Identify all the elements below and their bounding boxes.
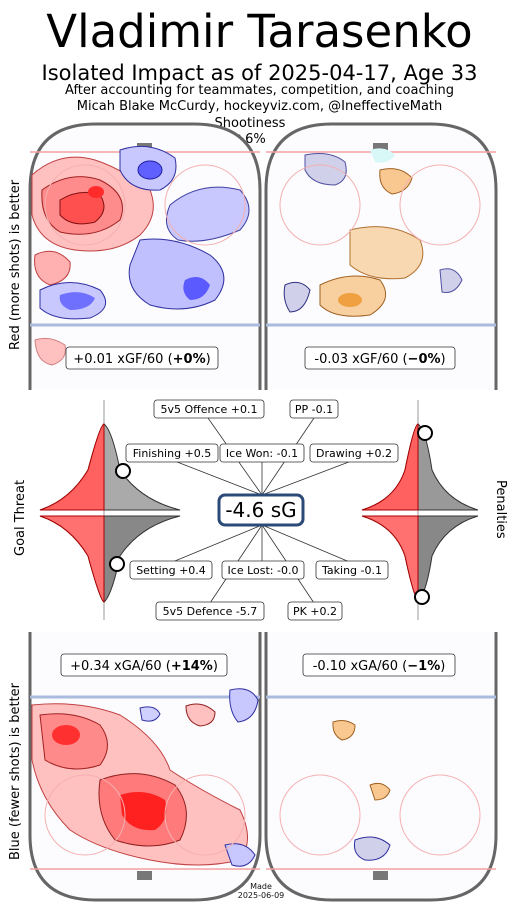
total-box [217,493,305,527]
svg-text:-0.03 xGF/60 (−0%): -0.03 xGF/60 (−0%) [314,352,445,367]
ice-lost-label: Ice Lost: -0.0 [228,564,299,577]
defence-5v5-rate: +0.34 xGA/60 (+14%) [60,653,228,677]
defence-5v5-heatmap [31,688,259,867]
pk-label: PK +0.2 [293,605,337,618]
offence-5v5-heatmap [31,145,250,366]
pp-label: PP -0.1 [295,403,333,416]
method-note: After accounting for teammates, competit… [65,83,454,98]
ice-won-label: Ice Won: -0.1 [226,447,298,460]
svg-text:+0.01 xGF/60 (+0%): +0.01 xGF/60 (+0%) [73,352,210,367]
offence-pp-rate: -0.03 xGF/60 (−0%) [304,346,456,370]
defence-pk-heatmap [332,720,391,861]
shootiness-label: Shootiness [214,116,286,131]
offence-5v5-label: 5v5 Offence +0.1 [160,403,257,416]
taking-marker [414,589,430,605]
author-credit: Micah Blake McCurdy, hockeyviz.com, @Ine… [76,99,443,114]
defence-pk-rink [264,632,498,902]
defence-pk-rate: -0.10 xGA/60 (−1%) [302,653,456,677]
made-date: Made 2025-06-09 [235,882,287,900]
made-date-value: 2025-06-09 [237,891,285,900]
page-subtitle: Isolated Impact as of 2025-04-17, Age 33 [41,61,478,85]
made-label: Made [250,882,272,891]
penalties-distribution [361,400,479,620]
finishing-marker [115,463,131,479]
component-labels: 5v5 Offence +0.1 PP -0.1 Finishing +0.5 … [125,399,399,621]
total-sg: -4.6 sG [225,498,296,522]
drawing-label: Drawing +0.2 [316,447,392,460]
setting-label: Setting +0.4 [136,564,206,577]
svg-text:-0.10 xGA/60 (−1%): -0.10 xGA/60 (−1%) [313,659,446,674]
taking-label: Taking -0.1 [321,564,382,577]
drawing-marker [417,425,433,441]
defence-5v5-rink [28,632,262,902]
defence-5v5-label: 5v5 Defence -5.7 [163,605,258,618]
goal-threat-distribution [39,400,181,620]
page-title: Vladimir Tarasenko [46,5,473,58]
offence-pp-rink [264,122,498,390]
offence-pp-heatmap [283,148,463,317]
setting-marker [109,556,125,572]
finishing-label: Finishing +0.5 [133,447,212,460]
svg-text:+0.34 xGA/60 (+14%): +0.34 xGA/60 (+14%) [70,659,218,674]
offence-5v5-rate: +0.01 xGF/60 (+0%) [65,346,219,370]
offence-5v5-rink [28,122,262,390]
